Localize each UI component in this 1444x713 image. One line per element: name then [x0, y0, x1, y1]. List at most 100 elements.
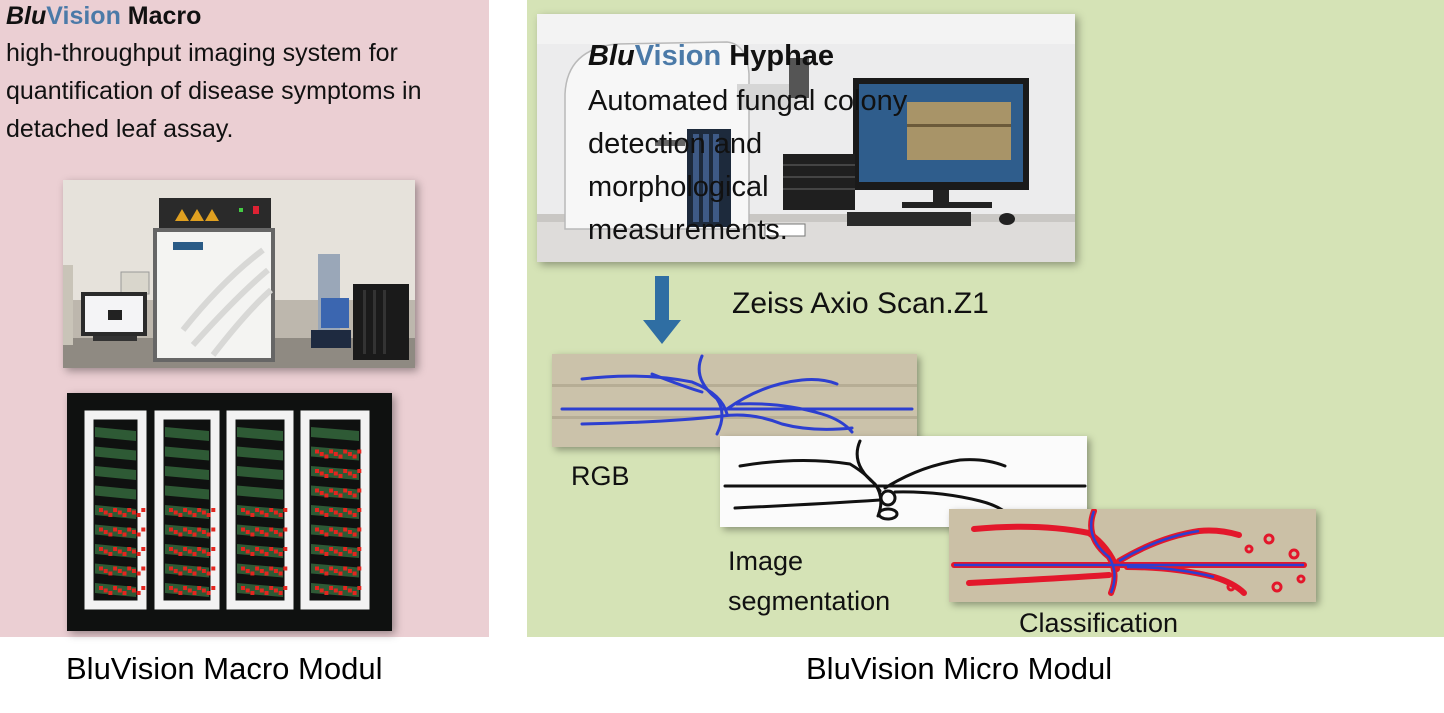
symptom-spot [324, 571, 329, 576]
symptom-spot [315, 527, 319, 532]
symptom-spot [352, 454, 357, 459]
symptom-spot [201, 588, 206, 593]
symptom-spot [329, 527, 334, 532]
symptom-spot [333, 569, 338, 573]
symptom-spot [357, 449, 362, 454]
symptom-spot [187, 569, 192, 573]
symptom-spot [250, 571, 255, 576]
leaf-disc [237, 446, 283, 461]
symptom-spot [206, 552, 211, 556]
symptom-spot [197, 547, 202, 551]
symptom-spot [352, 493, 357, 498]
symptom-spot [113, 586, 118, 590]
symptom-spot [319, 471, 324, 476]
symptom-spot [338, 591, 343, 595]
macro-title-product: Macro [127, 2, 202, 30]
symptom-spot [127, 586, 132, 590]
micro-title: BluVision Hyphae [588, 40, 834, 73]
symptom-spot [352, 591, 357, 595]
symptom-spot [103, 510, 108, 515]
symptom-spot [338, 513, 343, 517]
symptom-spot [269, 566, 274, 571]
micro-title-blu: Blu [588, 40, 635, 72]
symptom-spot [324, 591, 329, 595]
symptom-spot [319, 530, 324, 534]
symptom-spot [192, 571, 197, 576]
symptom-spot [206, 513, 211, 517]
symptom-spot [178, 513, 183, 517]
classification-image-strip [949, 508, 1316, 602]
symptom-spot [324, 532, 329, 537]
symptom-spot [315, 508, 319, 512]
symptom-spot [173, 510, 178, 515]
leaf-assay-plate-photo [67, 393, 392, 631]
macro-module-caption: BluVision Macro Modul [66, 651, 383, 686]
zeiss-photo-drawing [537, 14, 1075, 262]
leaf-disc [95, 466, 136, 480]
symptom-spot [169, 508, 173, 512]
symptom-spot [103, 588, 108, 593]
leaf-disc [237, 427, 283, 441]
symptom-spot [99, 527, 103, 532]
symptom-spot [259, 530, 264, 534]
symptom-spot [131, 588, 136, 593]
symptom-spot [141, 527, 146, 532]
symptom-spot [169, 566, 173, 571]
symptom-spot [187, 510, 192, 515]
symptom-spot [343, 547, 348, 551]
symptom-spot [99, 586, 103, 590]
symptom-spot [178, 591, 183, 595]
symptom-spot [347, 588, 352, 593]
down-arrow-icon [643, 276, 681, 344]
symptom-spot [113, 527, 118, 532]
symptom-spot [211, 508, 216, 512]
symptom-spot [99, 566, 103, 571]
symptom-spot [343, 508, 348, 512]
symptom-spot [319, 491, 324, 495]
symptom-spot [338, 571, 343, 576]
symptom-spot [117, 588, 122, 593]
symptom-spot [347, 530, 352, 534]
symptom-spot [117, 549, 122, 554]
symptom-spot [278, 532, 283, 537]
symptom-spot [131, 510, 136, 515]
symptom-spot [201, 549, 206, 554]
symptom-spot [192, 591, 197, 595]
symptom-spot [273, 510, 278, 515]
symptom-spot [357, 566, 362, 571]
symptom-spot [113, 508, 118, 512]
symptom-spot [273, 530, 278, 534]
symptom-spot [136, 571, 141, 576]
symptom-spot [169, 527, 173, 532]
leaf-disc [165, 446, 209, 461]
symptom-spot [103, 569, 108, 573]
plate-lane [300, 410, 370, 610]
symptom-spot [127, 508, 132, 512]
symptom-spot [329, 566, 334, 571]
symptom-spot [197, 566, 202, 571]
symptom-spot [136, 552, 141, 556]
symptom-spot [343, 488, 348, 493]
symptom-spot [141, 547, 146, 551]
symptom-spot [117, 510, 122, 515]
symptom-spot [117, 569, 122, 573]
symptom-spot [211, 566, 216, 571]
symptom-spot [329, 449, 334, 454]
symptom-spot [250, 513, 255, 517]
symptom-spot [259, 569, 264, 573]
symptom-spot [136, 591, 141, 595]
symptom-spot [250, 591, 255, 595]
symptom-spot [250, 552, 255, 556]
symptom-spot [278, 571, 283, 576]
symptom-spot [131, 530, 136, 534]
symptom-spot [319, 569, 324, 573]
symptom-spot [103, 549, 108, 554]
symptom-spot [183, 586, 188, 590]
symptom-spot [319, 452, 324, 456]
micro-module-caption: BluVision Micro Modul [806, 651, 1113, 686]
rgb-hyphae-drawing [552, 354, 917, 447]
leaf-disc [95, 427, 136, 441]
symptom-spot [187, 549, 192, 554]
symptom-spot [187, 588, 192, 593]
symptom-spot [273, 588, 278, 593]
